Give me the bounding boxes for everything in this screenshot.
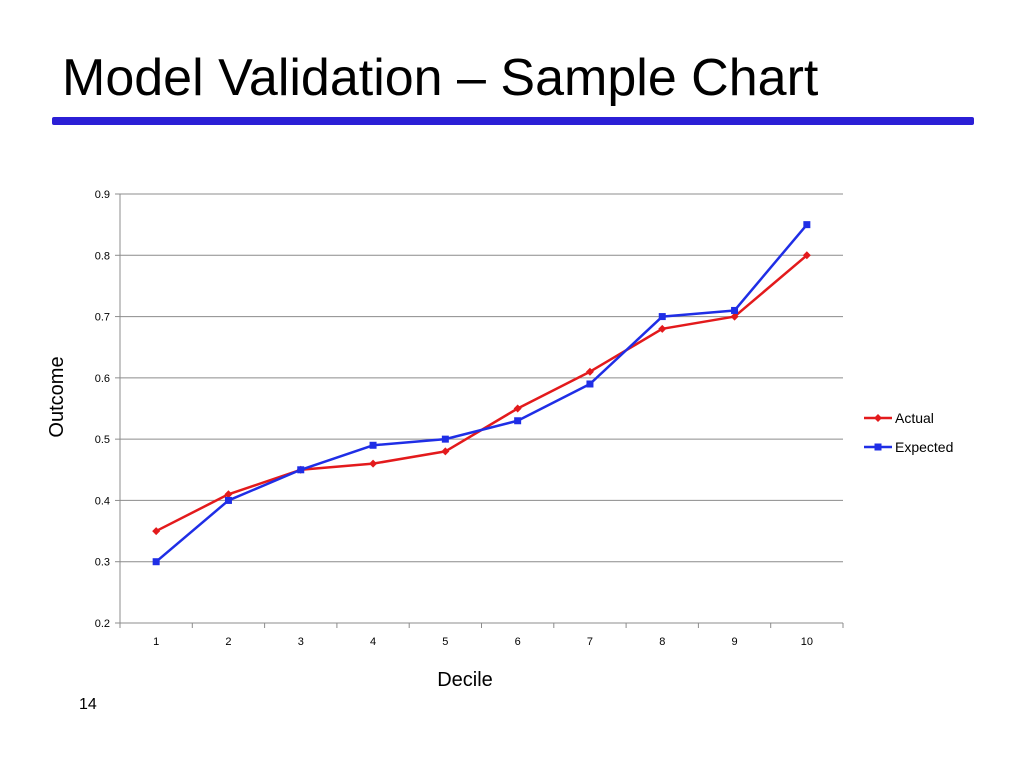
x-tick-label: 5	[442, 636, 448, 648]
data-point-expected	[152, 558, 160, 566]
data-point-expected	[803, 221, 811, 229]
data-point-actual	[369, 459, 378, 468]
slide-number: 14	[79, 696, 97, 713]
data-point-expected	[297, 466, 305, 474]
x-tick-label: 3	[298, 636, 304, 648]
data-point-actual	[152, 527, 161, 536]
x-axis-title: Decile	[437, 669, 493, 691]
data-point-actual	[441, 447, 450, 456]
legend-item-expected: Expected	[864, 439, 953, 455]
legend-label: Actual	[895, 410, 934, 426]
data-point-actual	[730, 312, 739, 321]
data-point-actual	[802, 251, 811, 260]
series-actual	[152, 251, 811, 536]
data-point-expected	[224, 496, 232, 504]
axes: 0.2 0.3 0.4 0.5 0.6 0.7 0.8 0.9 1 2 3 4 5 6 7 8 9 10	[95, 189, 844, 648]
data-point-actual	[658, 324, 667, 333]
y-tick-label: 0.4	[95, 495, 110, 507]
title-underline	[52, 117, 974, 125]
data-point-expected	[731, 306, 739, 314]
y-tick-label: 0.2	[95, 618, 110, 630]
x-tick-label: 4	[370, 636, 376, 648]
series-expected	[152, 221, 811, 566]
data-point-expected	[658, 313, 666, 321]
y-axis-title: Outcome	[46, 356, 68, 437]
legend-marker	[874, 443, 882, 451]
x-tick-label: 7	[587, 636, 593, 648]
data-point-actual	[224, 490, 233, 499]
y-tick-label: 0.3	[95, 557, 110, 569]
x-tick-label: 1	[153, 636, 159, 648]
x-tick-label: 2	[225, 636, 231, 648]
series-line-expected	[155, 223, 808, 563]
x-tick-label: 6	[515, 636, 521, 648]
data-point-expected	[369, 441, 377, 449]
data-point-expected	[441, 435, 449, 443]
y-tick-label: 0.5	[95, 434, 110, 446]
x-tick-label: 10	[801, 636, 813, 648]
gridlines	[120, 193, 843, 563]
y-tick-label: 0.9	[95, 189, 110, 201]
y-tick-label: 0.7	[95, 312, 110, 324]
y-tick-label: 0.8	[95, 250, 110, 262]
data-point-actual	[513, 404, 522, 413]
legend: Actual Expected	[864, 410, 953, 455]
series-layer	[152, 221, 811, 566]
y-tick-label: 0.6	[95, 373, 110, 385]
data-point-actual	[585, 367, 594, 376]
x-tick-label: 8	[659, 636, 665, 648]
slide-title: Model Validation – Sample Chart	[62, 49, 819, 107]
data-point-expected	[586, 380, 594, 388]
data-point-expected	[514, 417, 522, 425]
legend-label: Expected	[895, 439, 953, 455]
x-tick-label: 9	[731, 636, 737, 648]
legend-item-actual: Actual	[864, 410, 934, 426]
legend-marker	[874, 414, 882, 422]
